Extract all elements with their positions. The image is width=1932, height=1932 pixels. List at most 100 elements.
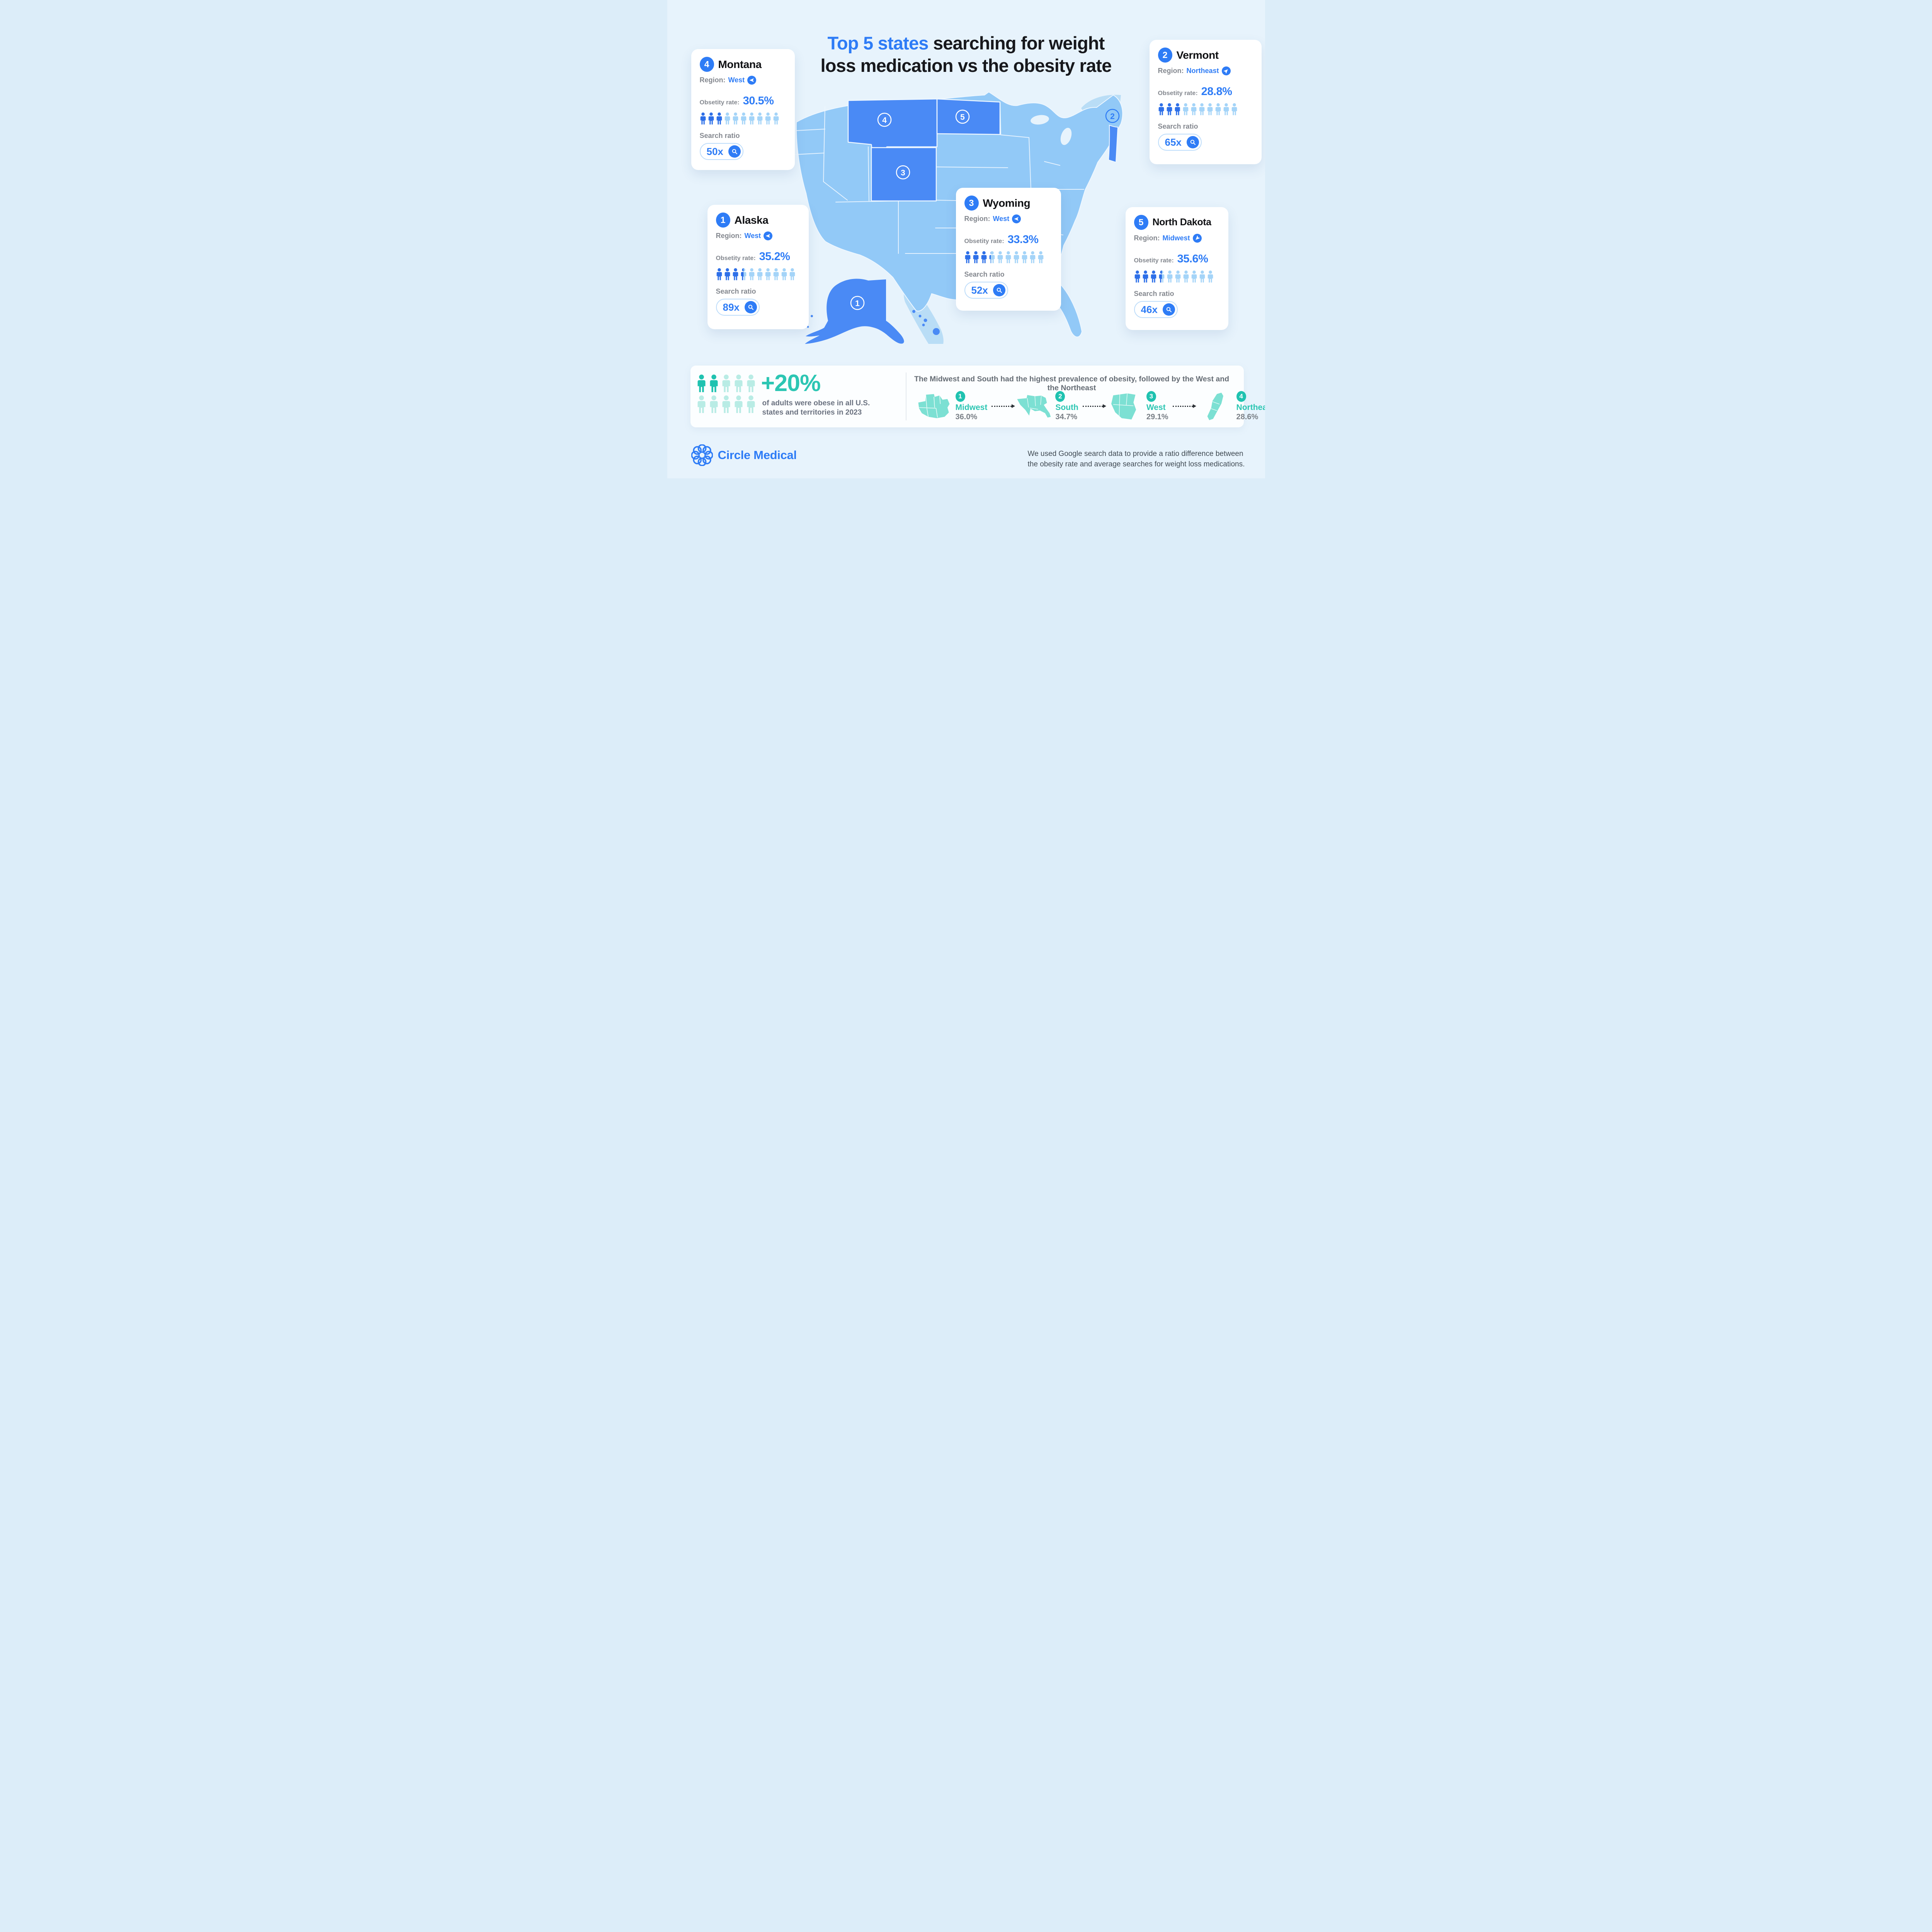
person-icon [709, 394, 719, 414]
state-vermont [1108, 124, 1118, 163]
obesity-rate-value: 35.6% [1177, 253, 1208, 265]
methodology-note-line1: We used Google search data to provide a … [1027, 450, 1243, 458]
search-ratio-pill[interactable]: 65x [1158, 134, 1202, 151]
state-name: North Dakota [1152, 217, 1212, 228]
svg-text:1: 1 [855, 299, 860, 308]
region-label: Region: [964, 215, 990, 223]
region-direction-icon [1221, 66, 1231, 75]
map-marker-vermont: 2 [1105, 109, 1119, 123]
obesity-rate-value: 33.3% [1007, 233, 1039, 246]
state-card-wyoming: 3 Wyoming Region: West Obsetity rate: 33… [956, 188, 1061, 311]
national-obesity-description: of adults were obese in all U.S. states … [762, 399, 870, 417]
rank-badge: 2 [1158, 48, 1172, 63]
state-card-alaska: 1 Alaska Region: West Obsetity rate: 35.… [707, 205, 809, 329]
rank-badge: 5 [1134, 215, 1148, 230]
person-icon [721, 373, 731, 393]
bottom-stats-band: +20% of adults were obese in all U.S. st… [690, 366, 1265, 427]
title-accent: Top 5 states [827, 33, 929, 54]
person-icon [709, 373, 719, 393]
person-icon [1223, 102, 1230, 116]
person-icon [734, 394, 743, 414]
midwest-map-icon [918, 394, 949, 418]
region-label: Region: [1158, 67, 1184, 75]
person-icon [716, 111, 723, 126]
methodology-note-line2: the obesity rate and average searches fo… [1027, 460, 1245, 468]
region-obesity-pct: 36.0% [955, 412, 978, 421]
obesity-rate-value: 28.8% [1201, 85, 1232, 98]
person-icon [700, 111, 706, 126]
state-card-north-dakota: 5 North Dakota Region: Midwest Obsetity … [1125, 207, 1228, 330]
methodology-note: We used Google search data to provide a … [1028, 449, 1247, 469]
region-item-south: 2 South 34.7% [1016, 391, 1078, 422]
person-icon [765, 111, 771, 126]
region-direction-icon [1192, 234, 1202, 243]
state-name: Alaska [734, 214, 769, 226]
rank-badge: 4 [699, 57, 714, 72]
search-ratio-label: Search ratio [964, 270, 1005, 278]
map-marker-wyoming: 3 [896, 165, 910, 180]
person-icon [1231, 102, 1238, 116]
search-ratio-pill[interactable]: 52x [964, 282, 1008, 299]
person-icon [1167, 269, 1173, 284]
dotted-arrow-icon [1082, 404, 1106, 408]
obesity-rate-label: Obsetity rate: [699, 99, 740, 106]
magnifier-icon [1162, 303, 1175, 316]
obesity-pictogram [1134, 269, 1220, 284]
person-icon [1191, 269, 1197, 284]
northeast-map-icon [1207, 393, 1223, 420]
region-label: Region: [716, 232, 742, 240]
person-icon [740, 267, 747, 281]
person-icon [732, 111, 739, 126]
person-icon [1158, 102, 1165, 116]
great-lake [1060, 128, 1071, 145]
search-ratio-value: 89x [723, 301, 740, 313]
person-icon [1174, 102, 1181, 116]
national-obesity-value: +20% [761, 370, 821, 396]
person-icon [746, 373, 756, 393]
person-icon [1182, 102, 1189, 116]
obesity-pictogram [1158, 102, 1253, 116]
person-icon [773, 267, 779, 281]
person-icon [757, 267, 763, 281]
region-value: West [744, 232, 761, 240]
region-item-northeast: 4 Northeast 28.6% [1197, 391, 1265, 422]
state-card-vermont: 2 Vermont Region: Northeast Obsetity rat… [1149, 40, 1262, 164]
map-marker-north-dakota: 5 [955, 109, 969, 124]
person-icon [773, 111, 779, 126]
south-map-icon [1017, 395, 1051, 418]
region-value: Northeast [1186, 67, 1219, 75]
search-ratio-pill[interactable]: 89x [716, 299, 760, 316]
person-icon [981, 250, 987, 264]
brand-lockup: Circle Medical [691, 444, 797, 466]
dotted-arrow-icon [1172, 404, 1196, 408]
search-ratio-pill[interactable]: 46x [1134, 301, 1178, 318]
title-line1-rest: searching for weight [928, 33, 1105, 54]
state-name: Vermont [1176, 49, 1219, 61]
obesity-rate-value: 30.5% [743, 95, 774, 107]
obesity-pictogram [700, 111, 786, 126]
magnifier-icon [744, 301, 757, 313]
region-value: West [728, 76, 745, 84]
person-icon [989, 250, 995, 264]
region-label: Region: [699, 76, 726, 84]
obesity-rate-label: Obsetity rate: [716, 255, 756, 262]
region-rank-badge: 2 [1055, 391, 1065, 402]
search-ratio-value: 65x [1165, 136, 1182, 148]
regions-heading: The Midwest and South had the highest pr… [914, 375, 1230, 392]
region-rank-badge: 1 [955, 391, 965, 402]
page-title: Top 5 states searching for weight loss m… [667, 32, 1265, 77]
person-icon [721, 394, 731, 414]
search-ratio-value: 46x [1141, 303, 1158, 315]
national-obesity-pictogram [697, 373, 756, 415]
obesity-pictogram [964, 250, 1053, 264]
person-icon [1166, 102, 1173, 116]
person-icon [1199, 269, 1206, 284]
person-icon [1199, 102, 1205, 116]
search-ratio-pill[interactable]: 50x [699, 143, 743, 160]
infographic-page: Top 5 states searching for weight loss m… [667, 0, 1265, 478]
state-card-montana: 4 Montana Region: West Obsetity rate: 30… [691, 49, 795, 170]
person-icon [765, 267, 771, 281]
person-icon [748, 111, 755, 126]
state-wyoming [871, 147, 937, 202]
region-value: West [993, 215, 1010, 223]
